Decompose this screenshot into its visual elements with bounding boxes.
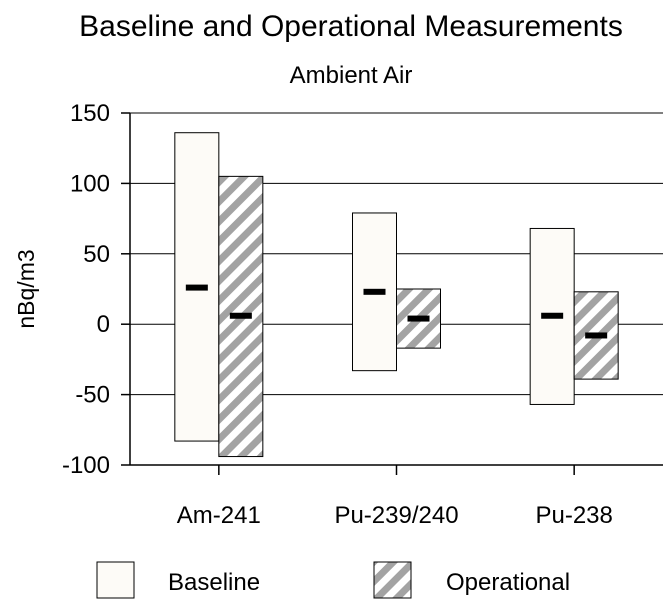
x-tick-label: Pu-238 [535, 502, 612, 529]
mean-marker-baseline [364, 289, 386, 295]
y-axis-ticks: 150 100 50 0 -50 -100 [62, 100, 130, 479]
chart-subtitle: Ambient Air [290, 62, 413, 89]
legend-swatch-operational [374, 562, 411, 598]
x-tick-label: Am-241 [177, 502, 261, 529]
legend-label-baseline: Baseline [168, 569, 260, 596]
y-tick-label: 100 [70, 170, 110, 197]
mean-marker-baseline [186, 285, 208, 291]
mean-marker-baseline [541, 313, 563, 319]
mean-marker-operational [230, 313, 252, 319]
chart-title: Baseline and Operational Measurements [79, 10, 623, 43]
mean-marker-operational [585, 332, 607, 338]
legend: Baseline Operational [97, 562, 570, 598]
y-tick-label: -50 [75, 382, 110, 409]
y-tick-label: 50 [83, 241, 110, 268]
x-axis-ticks: Am-241 Pu-239/240 Pu-238 [177, 465, 613, 529]
y-tick-label: -100 [62, 452, 110, 479]
y-axis-title: nBq/m3 [13, 249, 39, 328]
legend-label-operational: Operational [446, 569, 570, 596]
legend-swatch-baseline [97, 562, 134, 598]
x-tick-label: Pu-239/240 [334, 502, 458, 529]
y-tick-label: 150 [70, 100, 110, 127]
mean-marker-operational [408, 316, 430, 322]
y-tick-label: 0 [97, 311, 110, 338]
bars [175, 133, 618, 457]
